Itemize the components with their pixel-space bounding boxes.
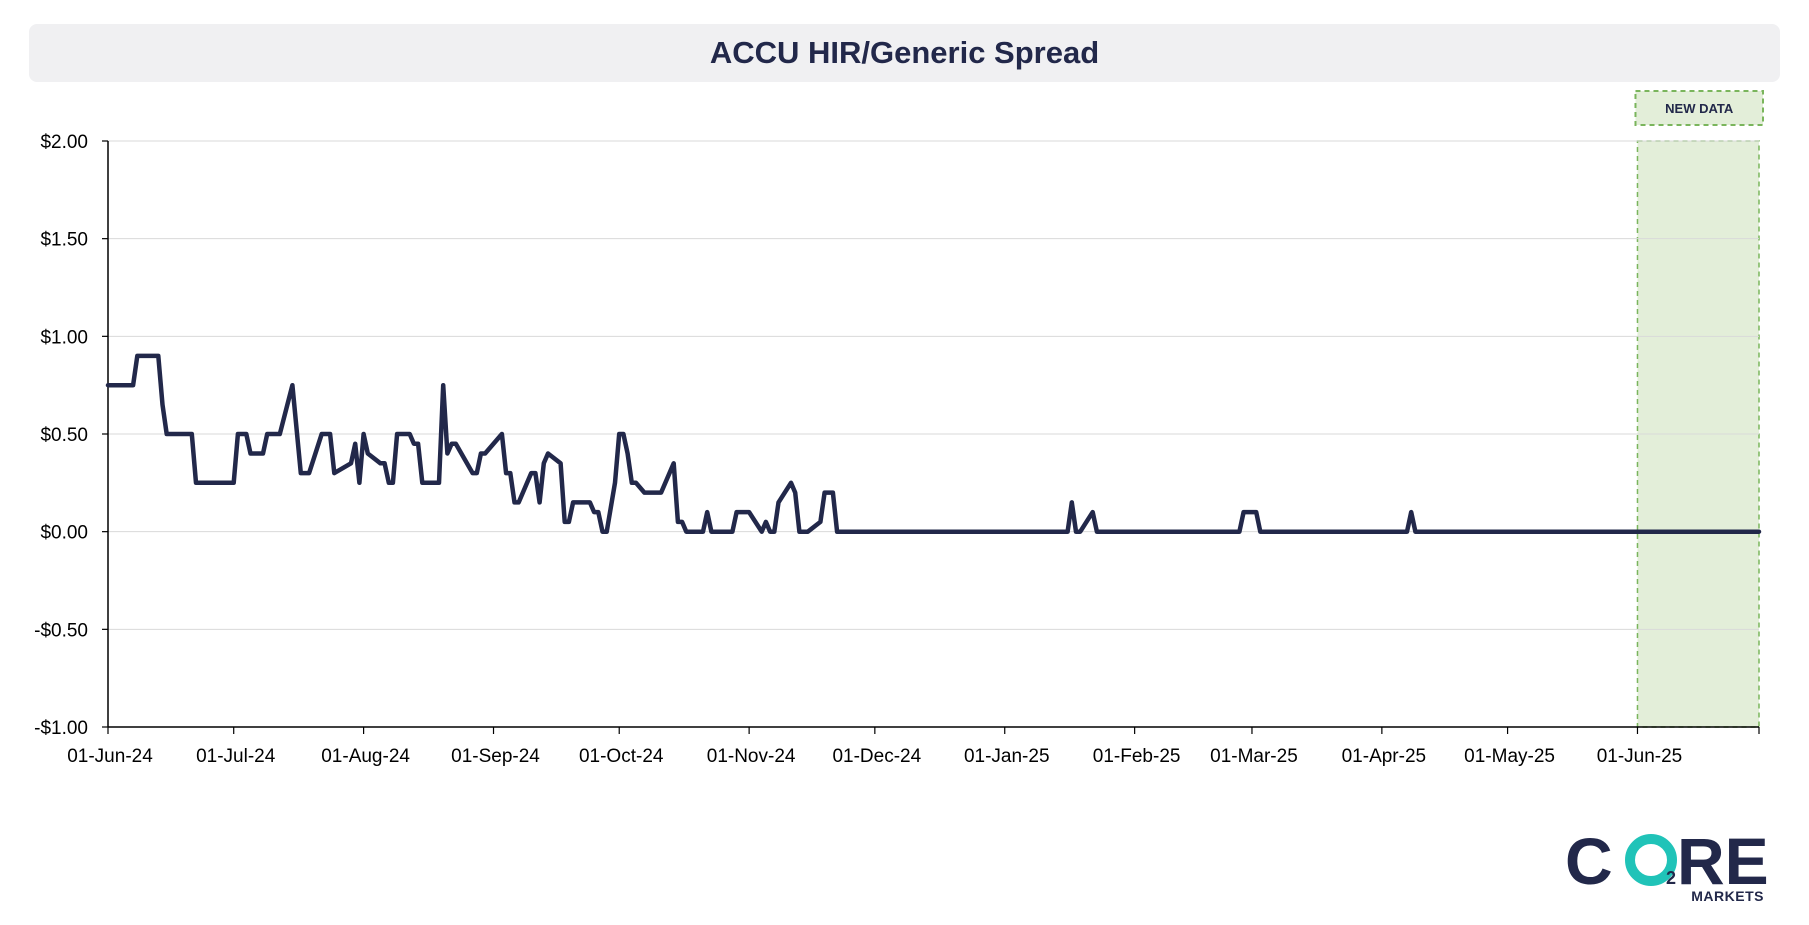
- x-tick-label: 01-May-25: [1464, 746, 1555, 767]
- x-tick-label: 01-Nov-24: [707, 746, 796, 767]
- x-tick-label: 01-Aug-24: [321, 746, 410, 767]
- x-tick-label: 01-Dec-24: [832, 746, 921, 767]
- x-tick-label: 01-Feb-25: [1093, 746, 1181, 767]
- y-tick-label: $0.50: [40, 425, 88, 446]
- new-data-label-box: [1634, 90, 1765, 126]
- core-markets-logo: C RE 2 MARKETS: [1565, 818, 1770, 908]
- chart-title: ACCU HIR/Generic Spread: [709, 35, 1100, 70]
- series-line: [105, 353, 1762, 534]
- logo-o-ring-icon: [1625, 834, 1677, 886]
- x-tick-label: 01-Apr-25: [1342, 746, 1427, 767]
- chart-title-bar: ACCU HIR/Generic Spread: [29, 24, 1780, 82]
- y-tick-label: -$1.00: [34, 718, 88, 739]
- y-tick-label: -$0.50: [34, 620, 88, 641]
- x-tick-label: 01-Jul-24: [196, 746, 276, 767]
- x-tick-label: 01-Mar-25: [1210, 746, 1298, 767]
- svg-text:C: C: [1565, 824, 1613, 898]
- logo-tagline: MARKETS: [1691, 888, 1764, 904]
- x-tick-label: 01-Jun-25: [1597, 746, 1683, 767]
- y-tick-label: $0.00: [40, 523, 88, 544]
- logo-mark: C RE: [1565, 824, 1769, 898]
- x-tick-label: 01-Oct-24: [579, 746, 664, 767]
- new-data-label: NEW DATA: [1665, 101, 1734, 116]
- y-tick-label: $1.50: [40, 230, 88, 251]
- svg-text:RE: RE: [1677, 824, 1769, 898]
- x-tick-label: 01-Jun-24: [67, 746, 153, 767]
- y-tick-label: $2.00: [40, 132, 88, 153]
- x-tick-label: 01-Sep-24: [451, 746, 540, 767]
- logo-subscript: 2: [1666, 868, 1677, 888]
- x-tick-label: 01-Jan-25: [964, 746, 1050, 767]
- y-tick-label: $1.00: [40, 327, 88, 348]
